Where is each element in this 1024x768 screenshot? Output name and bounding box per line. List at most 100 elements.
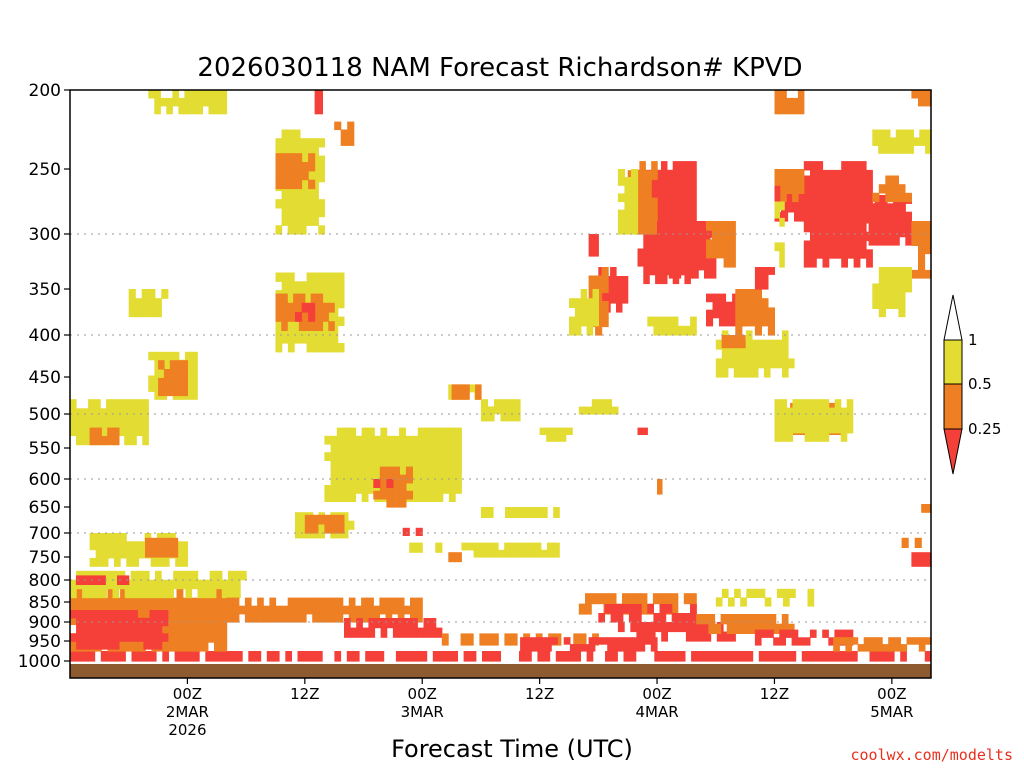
heatmap-cell [780, 105, 787, 115]
heatmap-cell [166, 97, 173, 107]
heatmap-cell [767, 267, 775, 275]
heatmap-cell [130, 588, 138, 599]
heatmap-cell [868, 211, 876, 221]
heatmap-cell [189, 615, 196, 625]
heatmap-cell [674, 269, 682, 279]
heatmap-cell [405, 490, 413, 500]
region-162 [448, 552, 462, 563]
heatmap-cell [202, 97, 210, 107]
heatmap-cell [787, 193, 795, 204]
heatmap-cell [282, 162, 290, 172]
heatmap-cell [918, 253, 926, 263]
heatmap-cell [300, 281, 308, 291]
heatmap-cell [841, 205, 848, 215]
heatmap-cell [666, 196, 674, 206]
heatmap-cell [403, 605, 411, 615]
heatmap-cell [380, 427, 388, 437]
heatmap-cell [275, 162, 283, 172]
heatmap-cell [924, 245, 932, 255]
heatmap-cell [645, 179, 652, 189]
heatmap-cell [638, 644, 646, 652]
heatmap-cell [190, 105, 197, 115]
region-103 [314, 90, 323, 115]
heatmap-cell [816, 240, 824, 250]
heatmap-cell [293, 199, 301, 209]
heatmap-cell [136, 579, 144, 590]
heatmap-cell [220, 597, 228, 608]
heatmap-cell [75, 575, 83, 585]
heatmap-cell [275, 170, 283, 181]
heatmap-cell [130, 399, 137, 409]
heatmap-cell [148, 375, 155, 384]
heatmap-cell [306, 190, 313, 200]
heatmap-cell [686, 229, 693, 238]
heatmap-cell [593, 248, 599, 257]
heatmap-cell [312, 199, 319, 209]
heatmap-cell [741, 307, 749, 318]
heatmap-cell [312, 173, 319, 183]
heatmap-cell [905, 236, 912, 246]
heatmap-cell [853, 258, 861, 268]
heatmap-cell [166, 351, 174, 361]
heatmap-cell [172, 90, 179, 99]
heatmap-cell [624, 225, 632, 235]
heatmap-cell [475, 391, 482, 400]
heatmap-cell [94, 588, 101, 599]
heatmap-cell [269, 613, 277, 623]
heatmap-cell [214, 642, 221, 652]
heatmap-cell [841, 258, 848, 268]
heatmap-cell [868, 236, 876, 246]
heatmap-cell [70, 588, 77, 599]
heatmap-cell [319, 281, 326, 291]
heatmap-cell [513, 406, 521, 415]
heatmap-cell [649, 187, 656, 197]
heatmap-cell [136, 588, 144, 599]
heatmap-cell [136, 426, 143, 437]
heatmap-cell [318, 155, 325, 165]
heatmap-cell [281, 613, 289, 623]
heatmap-cell [828, 187, 836, 197]
heatmap-cell [595, 326, 603, 336]
heatmap-cell [779, 250, 785, 260]
heatmap-cell [411, 627, 418, 638]
heatmap-cell [791, 637, 799, 646]
heatmap-cell [411, 468, 419, 478]
heatmap-cell [924, 651, 932, 662]
heatmap-cell [783, 597, 790, 607]
heatmap-cell [112, 408, 119, 418]
heatmap-cell [189, 606, 196, 617]
heatmap-cell [348, 597, 356, 607]
heatmap-cell [733, 367, 741, 378]
heatmap-cell [467, 384, 475, 393]
heatmap-cell [733, 358, 741, 369]
heatmap-cell [70, 610, 77, 619]
heatmap-cell [189, 642, 196, 652]
heatmap-cell [337, 343, 345, 353]
heatmap-cell [609, 593, 617, 605]
heatmap-cell [748, 316, 756, 327]
heatmap-cell [635, 604, 642, 614]
heatmap-cell [340, 129, 348, 138]
region-112 [89, 427, 120, 446]
heatmap-cell [178, 105, 185, 115]
heatmap-cell [306, 207, 313, 218]
heatmap-cell [872, 192, 880, 203]
heatmap-cell [841, 187, 848, 197]
heatmap-cell [294, 325, 301, 335]
heatmap-cell [782, 339, 789, 350]
heatmap-cell [729, 239, 736, 250]
heatmap-cell [287, 605, 295, 615]
heatmap-cell [100, 417, 107, 428]
heatmap-cell [293, 302, 300, 313]
heatmap-cell [739, 349, 747, 359]
heatmap-cell [485, 633, 493, 646]
heatmap-cell [692, 245, 699, 255]
heatmap-cell [757, 614, 764, 625]
heatmap-cell [161, 289, 169, 299]
heatmap-cell [657, 486, 663, 495]
heatmap-cell [409, 542, 417, 553]
heatmap-cell [810, 240, 817, 250]
heatmap-cell [597, 593, 605, 605]
heatmap-cell [586, 325, 594, 336]
heatmap-cell [145, 597, 152, 608]
